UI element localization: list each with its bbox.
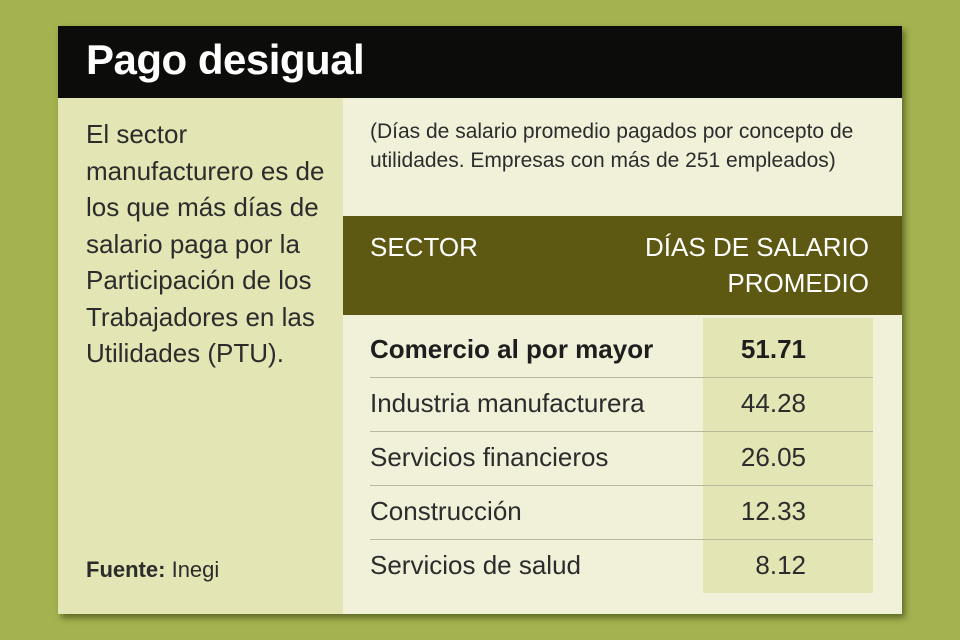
source-credit: Fuente: Inegi bbox=[86, 557, 219, 583]
infographic-card: Pago desigual El sector manufacturero es… bbox=[58, 26, 902, 614]
table-note: (Días de salario promedio pagados por co… bbox=[370, 120, 854, 172]
table-header: SECTOR DÍAS DE SALARIO PROMEDIO bbox=[343, 216, 902, 315]
table-row: Comercio al por mayor 51.71 bbox=[370, 324, 873, 378]
table-body: Comercio al por mayor 51.71 Industria ma… bbox=[370, 324, 873, 593]
table-row: Construcción 12.33 bbox=[370, 486, 873, 540]
row-value: 8.12 bbox=[755, 550, 806, 580]
row-value: 26.05 bbox=[740, 442, 806, 472]
table-row: Servicios financieros 26.05 bbox=[370, 432, 873, 486]
row-sector: Construcción bbox=[370, 496, 522, 526]
row-value: 51.71 bbox=[740, 334, 806, 364]
title-bar: Pago desigual bbox=[58, 26, 902, 98]
source-label: Fuente: bbox=[86, 557, 166, 582]
row-sector: Servicios de salud bbox=[370, 550, 581, 580]
value-column-shading bbox=[703, 318, 873, 593]
row-sector: Comercio al por mayor bbox=[370, 334, 654, 364]
infographic-title: Pago desigual bbox=[86, 36, 365, 83]
row-value: 12.33 bbox=[740, 496, 806, 526]
row-value: 44.28 bbox=[740, 388, 806, 418]
source-value: Inegi bbox=[171, 557, 220, 582]
table-row: Servicios de salud 8.12 bbox=[370, 540, 873, 593]
description-panel: El sector manufacturero es de los que má… bbox=[58, 98, 343, 614]
description-text: El sector manufacturero es de los que má… bbox=[86, 119, 325, 368]
column-header-sector: SECTOR bbox=[370, 232, 478, 262]
table-row: Industria manufacturera 44.28 bbox=[370, 378, 873, 432]
row-sector: Servicios financieros bbox=[370, 442, 609, 472]
row-sector: Industria manufacturera bbox=[370, 388, 645, 418]
column-header-days: DÍAS DE SALARIO PROMEDIO bbox=[645, 232, 869, 298]
